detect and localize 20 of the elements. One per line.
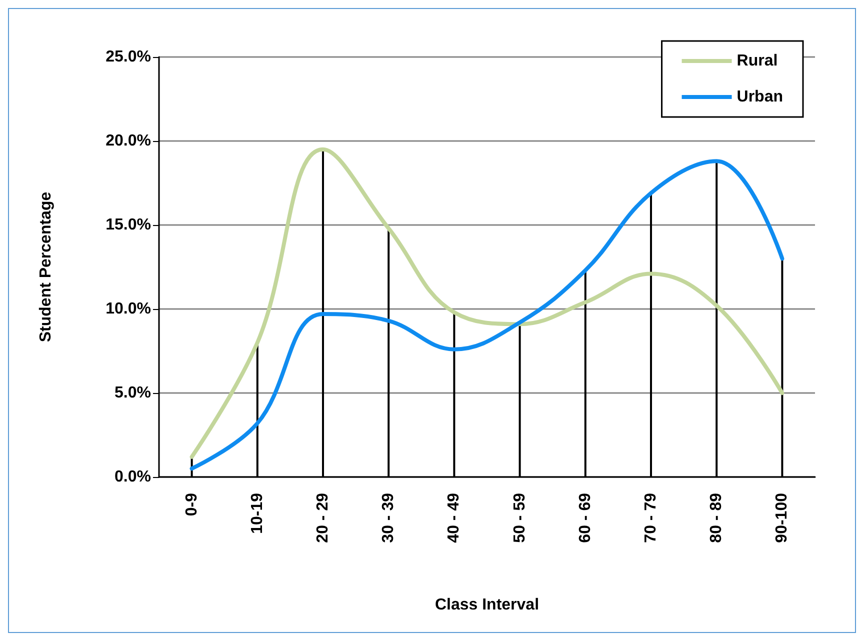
x-tick-label: 40 - 49 [446,492,463,543]
y-tick-label: 20.0% [106,132,151,150]
x-tick-label: 0-9 [183,492,200,516]
y-tick-label: 0.0% [114,468,151,486]
legend-label: Rural [736,52,778,70]
y-axis-title: Student Percentage [38,192,54,342]
legend-label: Urban [736,88,784,106]
x-tick-label: 90-100 [774,492,791,543]
x-tick-label: 10-19 [248,492,266,534]
x-tick-label: 30 - 39 [380,492,398,543]
x-axis-title: Class Interval [434,596,540,614]
y-tick-label: 10.0% [106,300,151,318]
x-tick-label: 80 - 89 [708,492,726,543]
y-tick-label: 25.0% [106,48,151,66]
x-tick-label: 60 - 69 [576,492,594,543]
x-tick-label: 20 - 29 [314,492,332,543]
y-tick-label: 15.0% [106,216,151,234]
x-tick-label: 50 - 59 [511,492,528,543]
x-tick-label: 70 - 79 [642,492,660,543]
y-tick-label: 5.0% [114,384,151,402]
